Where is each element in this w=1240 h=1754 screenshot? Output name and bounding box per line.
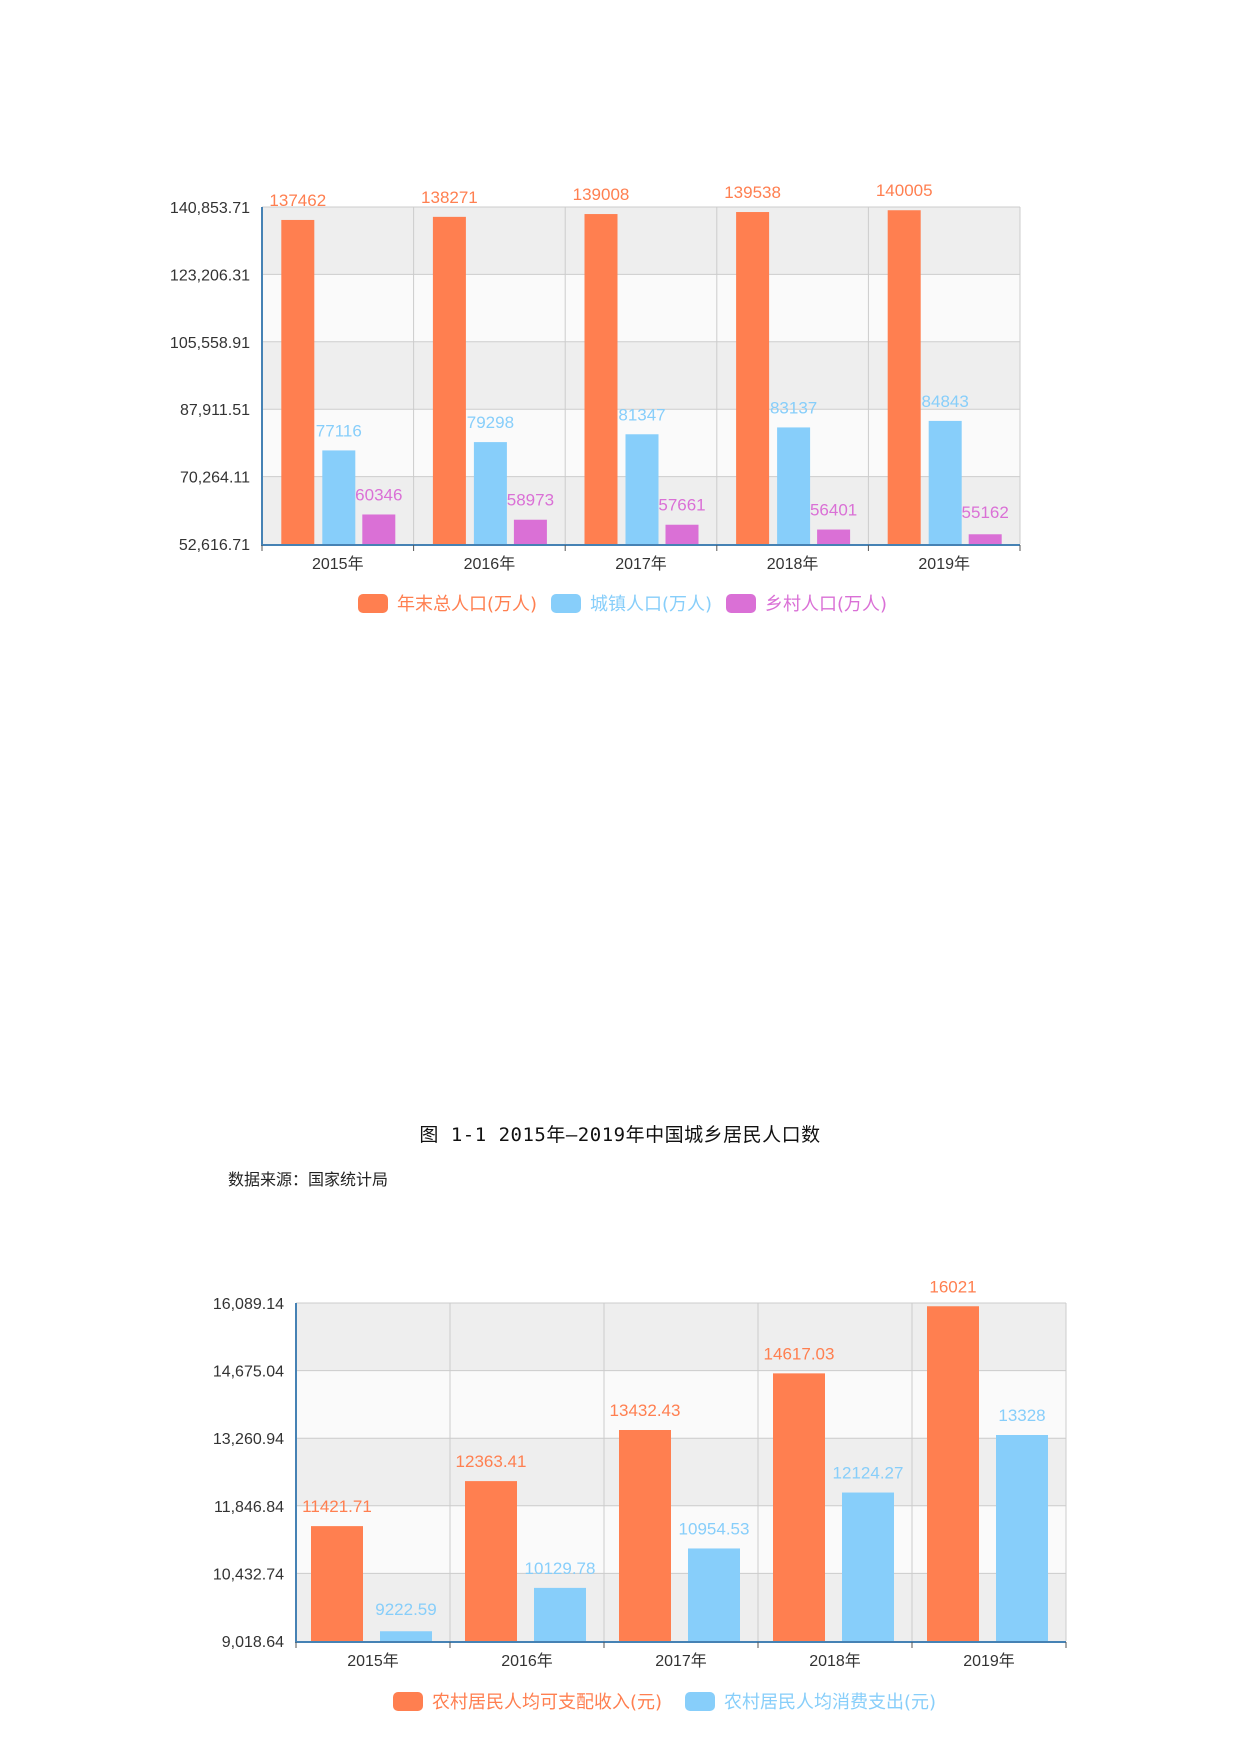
bar bbox=[311, 1526, 363, 1641]
data-label: 138271 bbox=[421, 188, 478, 207]
bar bbox=[513, 519, 547, 544]
x-tick-label: 2017年 bbox=[615, 555, 667, 573]
bar bbox=[322, 450, 356, 544]
y-tick-label: 16,089.14 bbox=[213, 1296, 284, 1313]
data-label: 13432.43 bbox=[610, 1401, 681, 1420]
y-tick-label: 9,018.64 bbox=[222, 1634, 284, 1651]
legend-swatch bbox=[726, 594, 756, 613]
bar bbox=[619, 1430, 671, 1641]
bar bbox=[281, 219, 315, 544]
data-label: 56401 bbox=[810, 501, 857, 520]
legend-label: 农村居民人均可支配收入(元) bbox=[432, 1692, 662, 1713]
bar bbox=[928, 420, 962, 544]
bar bbox=[665, 524, 699, 544]
x-tick-label: 2019年 bbox=[963, 1652, 1015, 1670]
legend-label: 城镇人口(万人) bbox=[590, 594, 712, 615]
bar bbox=[736, 212, 770, 545]
y-tick-label: 52,616.71 bbox=[179, 537, 250, 554]
bar bbox=[432, 216, 466, 544]
legend-swatch bbox=[551, 594, 581, 613]
data-label: 12124.27 bbox=[833, 1464, 904, 1483]
y-tick-label: 105,558.91 bbox=[170, 335, 250, 352]
data-label: 55162 bbox=[962, 503, 1009, 522]
data-label: 139538 bbox=[724, 183, 781, 202]
data-label: 60346 bbox=[355, 485, 402, 504]
data-label: 57661 bbox=[658, 496, 705, 515]
data-label: 84843 bbox=[922, 392, 969, 411]
x-tick-label: 2017年 bbox=[655, 1652, 707, 1670]
y-tick-label: 140,853.71 bbox=[170, 200, 250, 217]
bar bbox=[996, 1434, 1048, 1641]
data-label: 83137 bbox=[770, 398, 817, 417]
bar bbox=[842, 1492, 894, 1641]
y-tick-label: 11,846.84 bbox=[214, 1499, 284, 1516]
x-tick-label: 2016年 bbox=[501, 1652, 553, 1670]
bar bbox=[465, 1481, 517, 1641]
data-label: 140005 bbox=[876, 181, 933, 200]
y-tick-label: 13,260.94 bbox=[213, 1431, 284, 1448]
x-tick-label: 2016年 bbox=[464, 555, 516, 573]
legend-label: 年末总人口(万人) bbox=[397, 594, 537, 615]
bar bbox=[887, 210, 921, 544]
legend-label: 农村居民人均消费支出(元) bbox=[724, 1692, 936, 1713]
income-chart: 9,018.64 10,432.74 11,846.84 13,260.94 14,67… bbox=[213, 1277, 1067, 1713]
x-tick-label: 2015年 bbox=[312, 555, 364, 573]
bar bbox=[473, 442, 507, 544]
legend: 年末总人口(万人) 城镇人口(万人) 乡村人口(万人) bbox=[358, 594, 887, 615]
data-label: 9222.59 bbox=[375, 1600, 436, 1619]
data-label: 13328 bbox=[998, 1406, 1045, 1425]
x-tick-label: 2019年 bbox=[918, 555, 970, 573]
x-tick-label: 2015年 bbox=[347, 1652, 399, 1670]
x-tick-label: 2018年 bbox=[809, 1652, 861, 1670]
data-label: 81347 bbox=[618, 405, 665, 424]
y-tick-label: 14,675.04 bbox=[213, 1364, 284, 1381]
x-tick-label: 2018年 bbox=[767, 555, 819, 573]
data-label: 11421.71 bbox=[302, 1497, 372, 1516]
data-label: 10129.78 bbox=[525, 1559, 596, 1578]
bar bbox=[777, 427, 811, 544]
data-label: 77116 bbox=[316, 421, 362, 440]
legend: 农村居民人均可支配收入(元) 农村居民人均消费支出(元) bbox=[393, 1692, 936, 1713]
data-label: 137462 bbox=[269, 191, 326, 210]
bar bbox=[380, 1631, 432, 1641]
data-label: 79298 bbox=[467, 413, 514, 432]
population-chart: 52,616.71 70,264.11 87,911.51 105,558.91 123… bbox=[170, 181, 1021, 615]
legend-swatch bbox=[358, 594, 388, 613]
bar bbox=[625, 434, 659, 544]
bar bbox=[968, 534, 1002, 544]
data-label: 58973 bbox=[507, 491, 554, 510]
bar bbox=[773, 1373, 825, 1641]
bar bbox=[817, 529, 851, 544]
data-label: 14617.03 bbox=[764, 1344, 835, 1363]
legend-swatch bbox=[393, 1692, 423, 1711]
bar bbox=[927, 1306, 979, 1641]
figure-caption: 图 1-1 2015年—2019年中国城乡居民人口数 bbox=[419, 1124, 821, 1146]
y-tick-label: 10,432.74 bbox=[213, 1566, 284, 1583]
y-tick-label: 87,911.51 bbox=[180, 402, 250, 419]
y-tick-label: 123,206.31 bbox=[170, 267, 250, 284]
legend-label: 乡村人口(万人) bbox=[765, 594, 887, 615]
data-label: 10954.53 bbox=[679, 1519, 750, 1538]
bar bbox=[688, 1548, 740, 1641]
y-tick-label: 70,264.11 bbox=[180, 470, 250, 487]
data-label: 12363.41 bbox=[456, 1452, 527, 1471]
bar bbox=[584, 214, 618, 544]
bar bbox=[534, 1587, 586, 1641]
data-label: 139008 bbox=[573, 185, 630, 204]
data-source: 数据来源：国家统计局 bbox=[228, 1170, 389, 1189]
data-label: 16021 bbox=[929, 1277, 976, 1296]
bar bbox=[362, 514, 396, 544]
legend-swatch bbox=[685, 1692, 715, 1711]
